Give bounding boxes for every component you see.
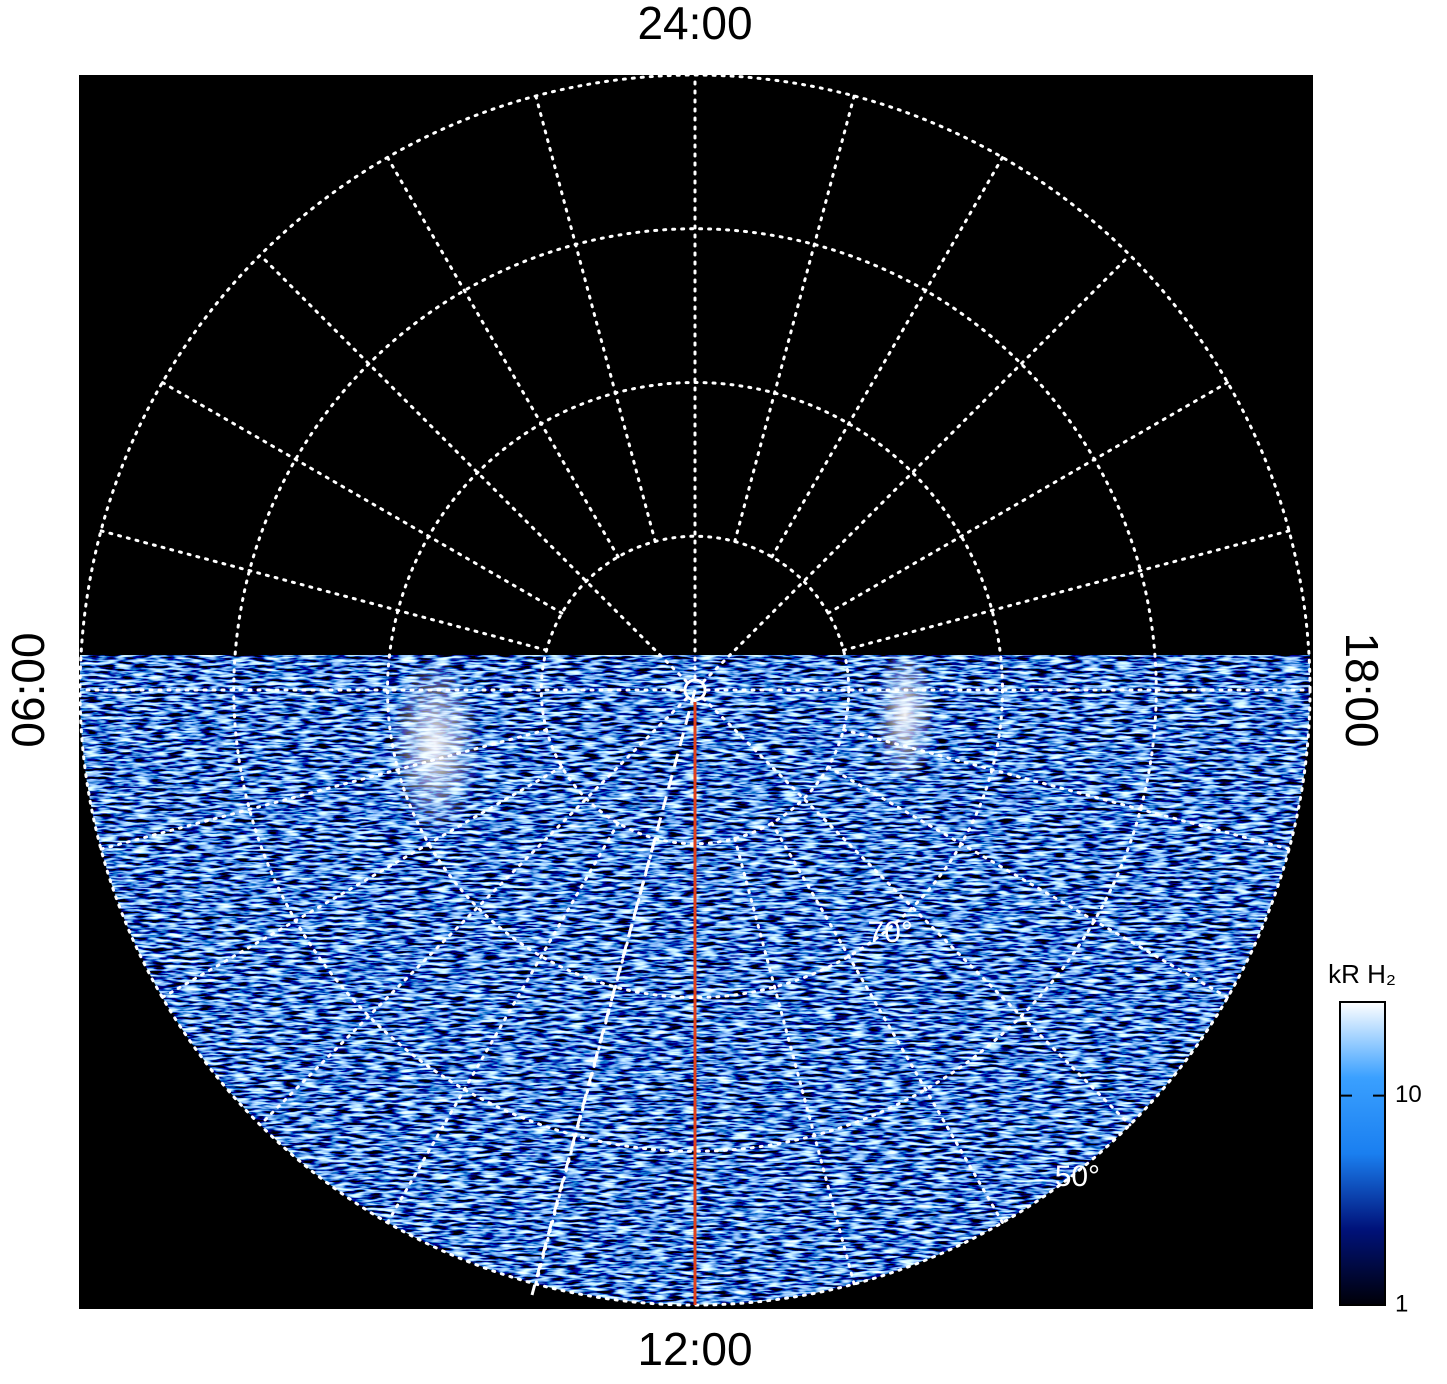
latitude-label: 50° xyxy=(1055,1160,1100,1193)
grid-meridian xyxy=(258,253,689,684)
colorbar-tick-label: 10 xyxy=(1395,1081,1422,1108)
grid-meridian xyxy=(701,696,1132,1127)
grid-ring xyxy=(539,534,851,846)
pole-marker xyxy=(683,678,707,702)
colorbar xyxy=(1339,1001,1386,1306)
latitude-label: 70° xyxy=(868,916,913,949)
dashed-track xyxy=(530,689,697,1296)
local-time-label: 12:00 xyxy=(637,1323,752,1375)
local-time-label: 24:00 xyxy=(637,0,752,49)
bright-region xyxy=(390,655,480,835)
bright-region xyxy=(875,655,935,785)
local-time-label: 18:00 xyxy=(1336,632,1388,747)
local-time-label: 06:00 xyxy=(2,632,54,747)
grid-meridian xyxy=(258,696,689,1127)
colorbar-title: kR H₂ xyxy=(1328,959,1396,989)
grid-meridian xyxy=(701,253,1132,684)
colorbar-tick-label: 1 xyxy=(1395,1290,1408,1317)
